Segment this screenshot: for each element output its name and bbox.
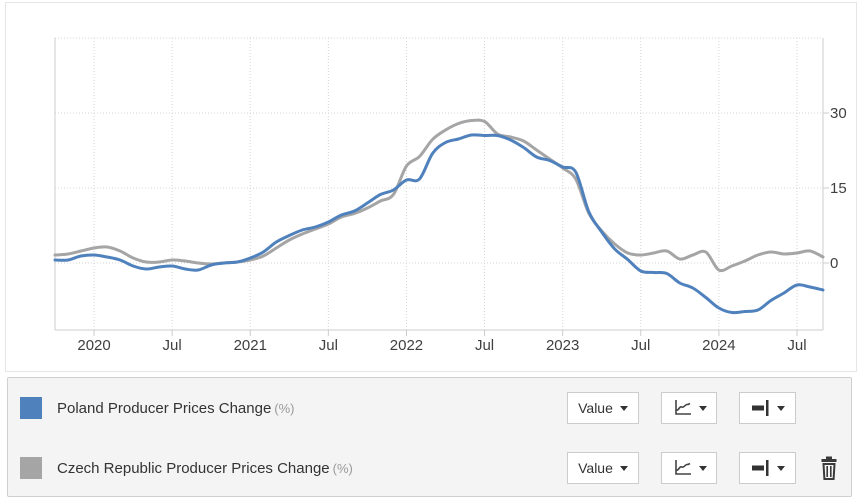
svg-text:2023: 2023 xyxy=(546,337,579,354)
legend-row-czech-republic: Czech Republic Producer Prices Change (%)… xyxy=(8,438,851,498)
svg-text:0: 0 xyxy=(830,255,838,272)
svg-text:Jul: Jul xyxy=(163,337,182,354)
svg-text:Jul: Jul xyxy=(475,337,494,354)
poland-series-unit: (%) xyxy=(274,400,295,416)
chart-card xyxy=(5,2,857,372)
svg-text:2022: 2022 xyxy=(390,337,423,354)
svg-text:Jul: Jul xyxy=(787,337,806,354)
svg-text:2024: 2024 xyxy=(702,337,735,354)
producer-prices-chart[interactable]: 0 15 30 2020 Jul 2021 Jul 2022 Jul 2023 Jul 2024 Jul xyxy=(0,0,859,375)
chevron-down-icon xyxy=(619,465,628,471)
line-style-icon xyxy=(751,460,768,476)
chevron-down-icon xyxy=(776,405,785,411)
poland-series-label: Poland Producer Prices Change (%) xyxy=(57,400,295,417)
chevron-down-icon xyxy=(698,465,707,471)
poland-series-swatch xyxy=(20,397,42,419)
svg-text:30: 30 xyxy=(830,105,847,122)
legend-row-poland: Poland Producer Prices Change (%) Value xyxy=(8,378,851,438)
delete-series-button[interactable] xyxy=(819,455,839,481)
czech-series-label: Czech Republic Producer Prices Change (%) xyxy=(57,460,353,477)
trash-icon xyxy=(821,456,837,480)
poland-series-name: Poland Producer Prices Change xyxy=(57,399,272,417)
poland-value-dropdown-label: Value xyxy=(578,400,613,416)
legend-panel: Poland Producer Prices Change (%) Value C… xyxy=(7,377,852,497)
poland-line-style-dropdown[interactable] xyxy=(739,392,796,424)
line-chart-icon xyxy=(674,400,691,415)
chevron-down-icon xyxy=(619,405,628,411)
poland-value-dropdown[interactable]: Value xyxy=(567,392,639,424)
svg-text:Jul: Jul xyxy=(319,337,338,354)
svg-text:15: 15 xyxy=(830,180,847,197)
czech-value-dropdown-label: Value xyxy=(578,460,613,476)
czech-line-style-dropdown[interactable] xyxy=(739,452,796,484)
chevron-down-icon xyxy=(776,465,785,471)
czech-series-swatch xyxy=(20,457,42,479)
czech-value-dropdown[interactable]: Value xyxy=(567,452,639,484)
svg-text:2020: 2020 xyxy=(77,337,110,354)
czech-series-unit: (%) xyxy=(332,460,353,476)
line-style-icon xyxy=(751,400,768,416)
poland-chart-type-dropdown[interactable] xyxy=(661,392,717,424)
czech-series-name: Czech Republic Producer Prices Change xyxy=(57,459,330,477)
chevron-down-icon xyxy=(698,405,707,411)
svg-text:Jul: Jul xyxy=(631,337,650,354)
svg-text:2021: 2021 xyxy=(234,337,267,354)
czech-chart-type-dropdown[interactable] xyxy=(661,452,717,484)
line-chart-icon xyxy=(674,460,691,475)
